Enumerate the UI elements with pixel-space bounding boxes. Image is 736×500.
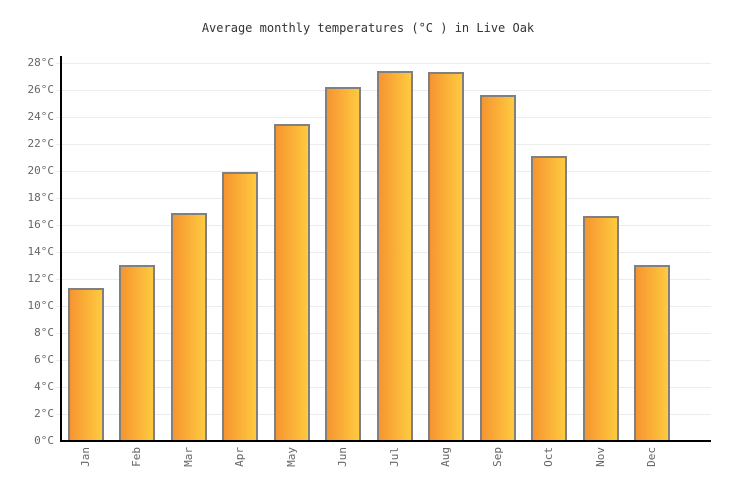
bar-mar[interactable] — [171, 213, 207, 442]
x-axis-label-jan: Jan — [79, 447, 92, 467]
x-axis-label-sep: Sep — [491, 447, 504, 467]
bar-jun[interactable] — [325, 87, 361, 442]
y-axis-label-24: 24°C — [27, 110, 55, 123]
x-axis-label-jul: Jul — [388, 447, 401, 467]
bar-may[interactable] — [274, 124, 310, 442]
x-axis-line — [60, 440, 711, 442]
x-axis-label-may: May — [285, 447, 298, 467]
y-axis-label-10: 10°C — [27, 299, 55, 312]
y-axis-label-18: 18°C — [27, 191, 55, 204]
x-axis-label-dec: Dec — [645, 447, 658, 467]
bar-aug[interactable] — [428, 72, 464, 442]
bar-sep[interactable] — [480, 95, 516, 442]
bar-jul[interactable] — [377, 71, 413, 442]
bar-nov[interactable] — [583, 216, 619, 442]
y-axis-label-2: 2°C — [34, 407, 54, 420]
grid-line-28 — [56, 62, 711, 64]
y-axis-label-22: 22°C — [27, 137, 55, 150]
y-axis-label-28: 28°C — [27, 56, 55, 69]
bar-jan[interactable] — [68, 288, 104, 442]
y-axis-label-4: 4°C — [34, 380, 54, 393]
y-axis-label-12: 12°C — [27, 272, 55, 285]
x-axis-label-oct: Oct — [542, 447, 555, 467]
x-axis-label-jun: Jun — [336, 447, 349, 467]
y-axis-label-16: 16°C — [27, 218, 55, 231]
x-axis-label-apr: Apr — [233, 447, 246, 467]
x-axis-label-nov: Nov — [594, 447, 607, 467]
chart-title: Average monthly temperatures (°C ) in Li… — [201, 21, 535, 35]
y-axis-label-0: 0°C — [34, 434, 54, 447]
y-axis-label-8: 8°C — [34, 326, 54, 339]
y-axis-label-6: 6°C — [34, 353, 54, 366]
bar-dec[interactable] — [634, 265, 670, 442]
bar-oct[interactable] — [531, 156, 567, 442]
x-axis-label-mar: Mar — [182, 447, 195, 467]
bar-apr[interactable] — [222, 172, 258, 442]
y-axis-label-14: 14°C — [27, 245, 55, 258]
x-axis-label-aug: Aug — [439, 447, 452, 467]
y-axis-label-20: 20°C — [27, 164, 55, 177]
y-axis-line — [60, 56, 62, 442]
bar-feb[interactable] — [119, 265, 155, 442]
y-axis-label-26: 26°C — [27, 83, 55, 96]
x-axis-label-feb: Feb — [130, 447, 143, 467]
